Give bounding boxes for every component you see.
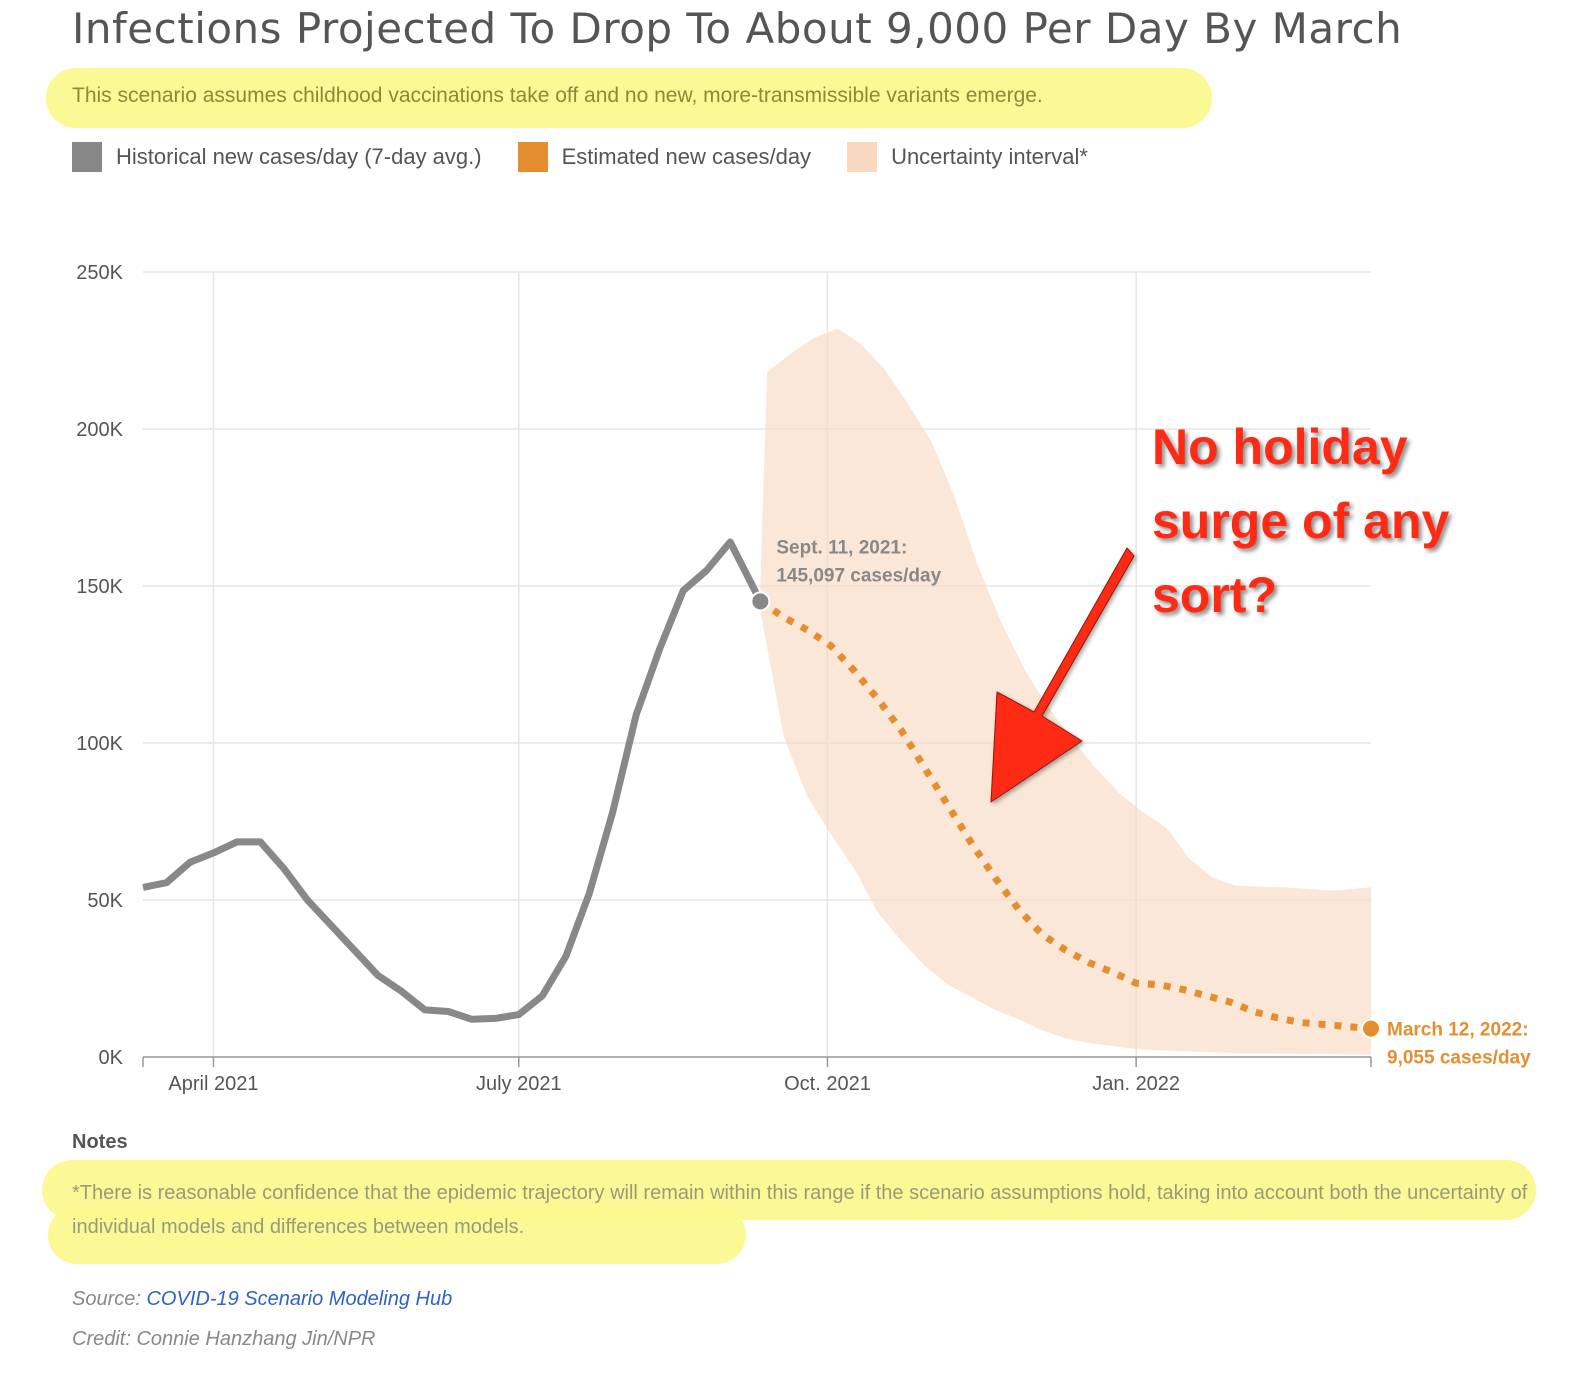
subtitle-highlight [46,68,1212,128]
chart-subtitle: This scenario assumes childhood vaccinat… [72,84,1043,107]
notes-heading: Notes [72,1131,128,1153]
x-tick-label: Oct. 2021 [784,1073,871,1095]
legend-item-uncertainty: Uncertainty interval* [847,142,1088,172]
arrow-annotation-text: No holiday surge of any sort? [1152,410,1449,632]
red-arrow [990,547,1135,803]
credit-line: Credit: Connie Hanzhang Jin/NPR [72,1328,376,1350]
legend-swatch-historical [72,142,102,172]
legend-label-estimated: Estimated new cases/day [561,144,812,169]
y-tick-label: 100K [76,733,123,755]
source-line: Source: COVID-19 Scenario Modeling Hub [72,1288,452,1311]
legend-label-uncertainty: Uncertainty interval* [891,144,1088,169]
x-tick-label: April 2021 [168,1073,258,1095]
annotation-line-3: sort? [1152,567,1277,623]
line-chart: 0K 50K 100K 150K 200K 250K April 2021 July 2021… [76,262,1531,1095]
y-tick-label: 150K [76,576,123,598]
legend-item-historical: Historical new cases/day (7-day avg.) [72,142,482,172]
historical-cases-line [142,538,764,1023]
sept-11-label: Sept. 11, 2021: [776,537,907,558]
annotation-line-1: No holiday [1152,419,1408,475]
legend-label-historical: Historical new cases/day (7-day avg.) [116,144,482,169]
legend-item-estimated: Estimated new cases/day [517,142,812,172]
y-tick-label: 250K [76,262,123,284]
legend-swatch-uncertainty [847,142,878,172]
notes-text: *There is reasonable confidence that the… [72,1182,1528,1238]
march-12-label: 9,055 cases/day [1387,1048,1531,1069]
source-prefix: Source: [72,1288,147,1310]
y-tick-label: 50K [87,890,123,912]
x-tick-label: July 2021 [476,1073,562,1095]
notes-highlight-line-2 [48,1206,746,1264]
source-link[interactable]: COVID-19 Scenario Modeling Hub [146,1288,453,1310]
annotation-line-2: surge of any [1152,493,1450,549]
legend: Historical new cases/day (7-day avg.) Es… [72,142,1124,172]
legend-swatch-estimated [517,142,548,172]
sept-11-marker [750,591,771,612]
march-12-label: March 12, 2022: [1387,1020,1529,1041]
march-12-marker [1361,1018,1381,1039]
x-tick-label: Jan. 2022 [1092,1073,1180,1095]
sept-11-label: 145,097 cases/day [776,565,941,586]
y-tick-label: 0K [99,1047,124,1069]
estimated-cases-line [758,598,1372,1033]
chart-title: Infections Projected To Drop To About 9,… [72,4,1403,53]
y-tick-label: 200K [76,419,123,441]
uncertainty-band [760,328,1371,1055]
